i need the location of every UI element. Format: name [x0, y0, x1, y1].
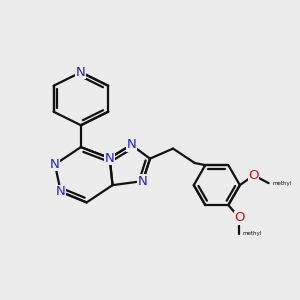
Text: O: O — [234, 211, 244, 224]
Text: N: N — [56, 185, 66, 198]
Text: N: N — [138, 175, 148, 188]
Text: O: O — [248, 169, 259, 182]
Text: N: N — [76, 66, 86, 79]
Text: methyl: methyl — [272, 181, 291, 186]
Text: methyl: methyl — [243, 231, 262, 236]
Text: N: N — [126, 138, 136, 151]
Text: N: N — [50, 158, 60, 171]
Text: N: N — [105, 152, 115, 165]
